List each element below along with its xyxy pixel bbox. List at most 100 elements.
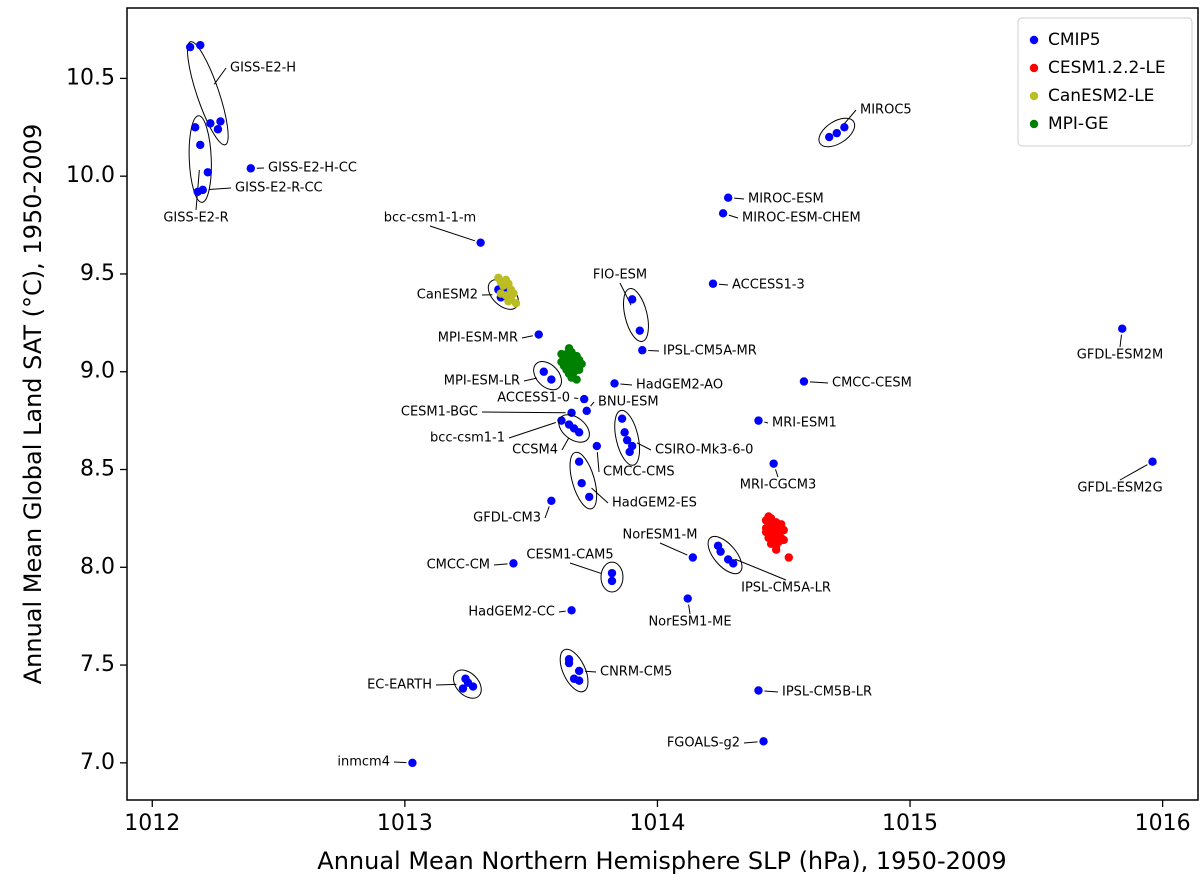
- y-tick-label: 10.5: [66, 65, 115, 90]
- leader-line: [735, 558, 787, 581]
- leader-line: [429, 225, 476, 242]
- data-point: [585, 492, 594, 502]
- data-point: [213, 125, 223, 134]
- legend-marker: [1029, 119, 1039, 129]
- y-tick-label: 9.0: [80, 359, 115, 384]
- point-label: FGOALS-g2: [667, 736, 740, 751]
- data-point: [579, 394, 589, 404]
- data-point: [574, 365, 584, 374]
- data-point: [564, 658, 574, 668]
- point-label: IPSL-CM5A-MR: [663, 344, 757, 359]
- data-point: [723, 193, 733, 202]
- x-tick-label: 1015: [882, 811, 938, 836]
- x-tick-label: 1012: [124, 811, 180, 836]
- data-point: [509, 559, 518, 568]
- leader-line: [636, 442, 652, 451]
- point-label: ACCESS1-0: [497, 391, 570, 406]
- data-point: [799, 377, 809, 386]
- data-point: [607, 568, 617, 578]
- group-ellipse: [623, 288, 649, 342]
- x-tick-label: 1013: [377, 811, 433, 836]
- leader-line: [688, 604, 691, 615]
- leader-line: [561, 437, 570, 451]
- leader-line: [764, 690, 779, 693]
- data-point: [761, 523, 771, 533]
- leader-line: [493, 563, 508, 566]
- group-ellipse: [559, 648, 589, 693]
- point-label: HadGEM2-CC: [468, 605, 555, 620]
- point-label: HadGEM2-AO: [636, 378, 723, 393]
- point-label: CCSM4: [512, 443, 558, 458]
- point-label: NorESM1-ME: [648, 615, 731, 630]
- data-point: [718, 209, 728, 218]
- data-point: [779, 535, 788, 545]
- legend-label: MPI-GE: [1048, 114, 1109, 134]
- data-point: [592, 441, 602, 451]
- leader-line: [1119, 464, 1148, 481]
- point-label: IPSL-CM5B-LR: [782, 685, 872, 700]
- data-point: [620, 428, 629, 437]
- data-point: [716, 547, 725, 556]
- data-point: [769, 520, 778, 529]
- leader-line: [585, 670, 597, 673]
- data-point: [468, 682, 478, 691]
- legend-label: CMIP5: [1048, 30, 1101, 50]
- data-point: [567, 606, 576, 615]
- group-ellipse: [614, 409, 641, 466]
- data-point: [840, 123, 849, 132]
- group-ellipse: [533, 361, 562, 391]
- leader-line: [213, 67, 227, 85]
- data-point: [246, 164, 255, 173]
- data-point: [198, 185, 207, 195]
- data-point: [1148, 457, 1157, 466]
- group-ellipse: [600, 561, 624, 593]
- leader-line: [208, 187, 232, 190]
- leader-line: [775, 469, 779, 478]
- legend-label: CESM1.2.2-LE: [1048, 58, 1166, 78]
- point-label: MRI-ESM1: [772, 416, 837, 431]
- leader-line: [591, 487, 609, 504]
- data-point: [458, 684, 468, 693]
- data-point: [547, 375, 556, 384]
- point-label: CESM1-CAM5: [526, 548, 613, 563]
- point-label: HadGEM2-ES: [612, 496, 697, 511]
- point-label: GFDL-ESM2G: [1077, 481, 1162, 496]
- point-label: NorESM1-M: [623, 528, 698, 543]
- point-label: CNRM-CM5: [600, 665, 672, 680]
- y-tick-label: 7.0: [80, 750, 115, 775]
- legend-marker: [1029, 91, 1039, 101]
- x-tick-label: 1014: [629, 811, 685, 836]
- x-axis-label: Annual Mean Northern Hemisphere SLP (hPa…: [317, 847, 1006, 875]
- data-point: [607, 576, 617, 586]
- point-label: MRI-CGCM3: [740, 478, 817, 493]
- leader-line: [521, 335, 533, 339]
- group-ellipse: [569, 451, 598, 510]
- data-point: [688, 553, 698, 562]
- point-label: MPI-ESM-MR: [438, 331, 518, 346]
- data-point: [625, 447, 634, 457]
- data-point: [203, 168, 213, 177]
- y-tick-label: 10.0: [66, 163, 115, 188]
- leader-line: [508, 422, 556, 439]
- group-ellipse: [818, 117, 856, 148]
- leader-line: [718, 283, 729, 286]
- data-point: [764, 512, 773, 521]
- y-tick-label: 9.5: [80, 261, 115, 286]
- point-label: EC-EARTH: [367, 678, 432, 693]
- leader-line: [569, 562, 602, 575]
- leader-line: [558, 610, 566, 613]
- point-label: GISS-E2-R: [163, 211, 228, 226]
- y-tick-label: 7.5: [80, 652, 115, 677]
- data-point: [562, 349, 571, 359]
- data-point: [708, 279, 718, 288]
- leader-line: [764, 421, 769, 424]
- point-label: MIROC5: [860, 103, 912, 118]
- leader-line: [1119, 334, 1122, 348]
- point-label: BNU-ESM: [598, 395, 659, 410]
- point-label: IPSL-CM5A-LR: [741, 581, 831, 596]
- point-label: GFDL-CM3: [473, 511, 541, 526]
- data-point: [774, 527, 783, 537]
- leader-line: [659, 542, 688, 556]
- point-label: GISS-E2-R-CC: [235, 181, 323, 196]
